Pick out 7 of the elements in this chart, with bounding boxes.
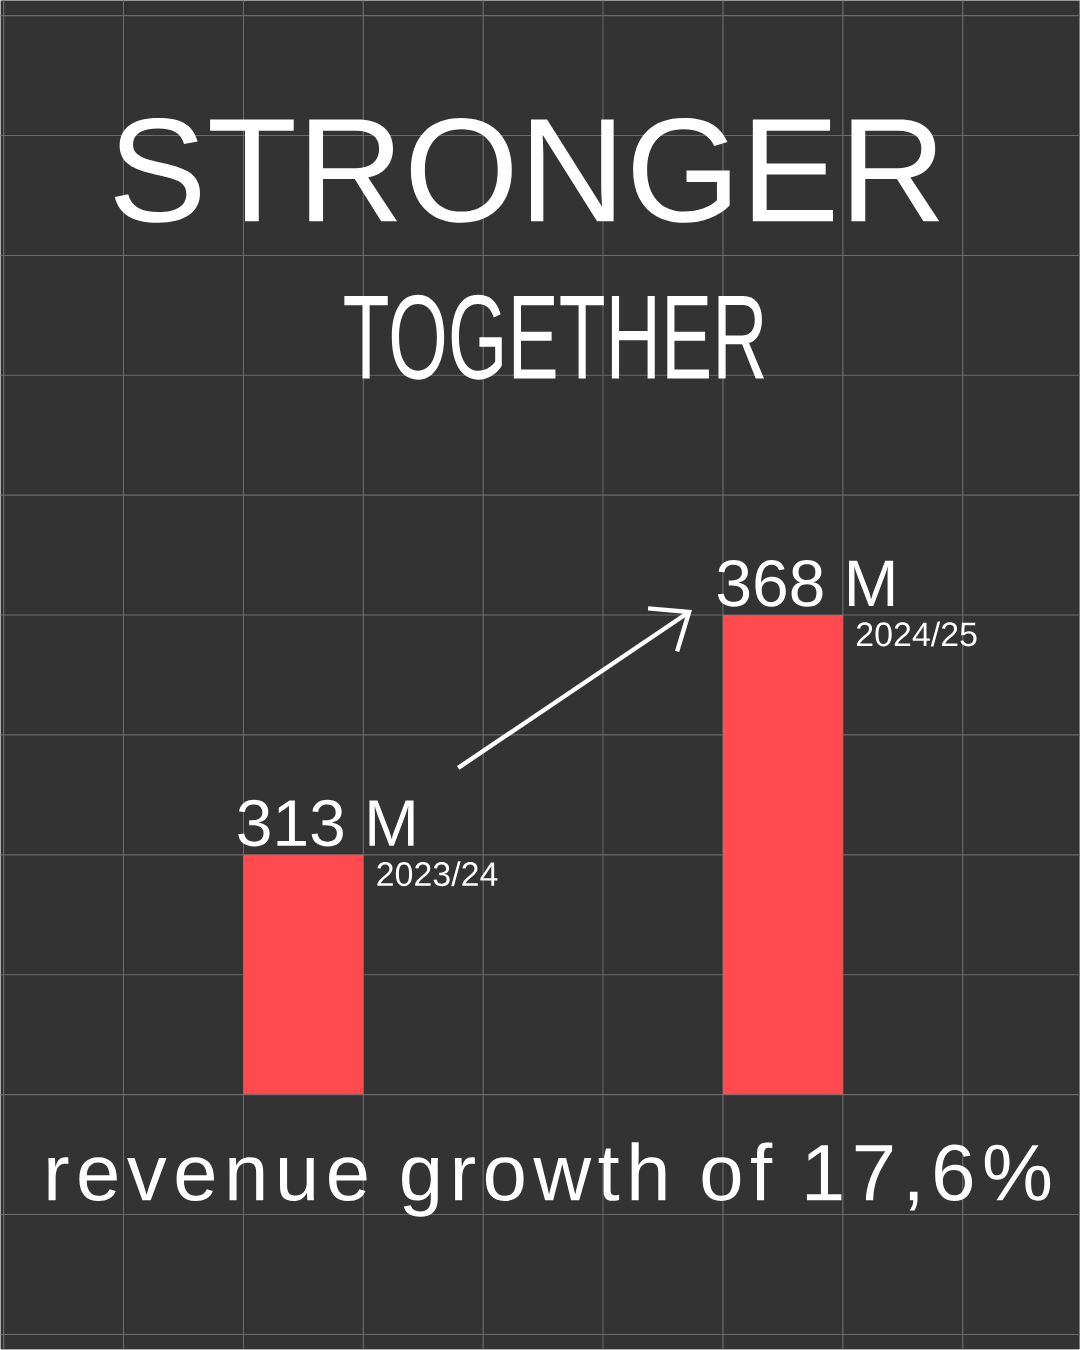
x-tick-label: 2024/25 — [856, 621, 977, 647]
data-label: 368 M — [717, 559, 894, 607]
x-tick-label: 2023/24 — [377, 861, 498, 887]
data-label: 313 M — [238, 799, 414, 847]
chart-title: STRONGER — [114, 118, 940, 223]
text: revenue growth of 17,6% — [48, 1142, 1051, 1217]
chart-subtitle: TOGETHER — [344, 294, 764, 380]
